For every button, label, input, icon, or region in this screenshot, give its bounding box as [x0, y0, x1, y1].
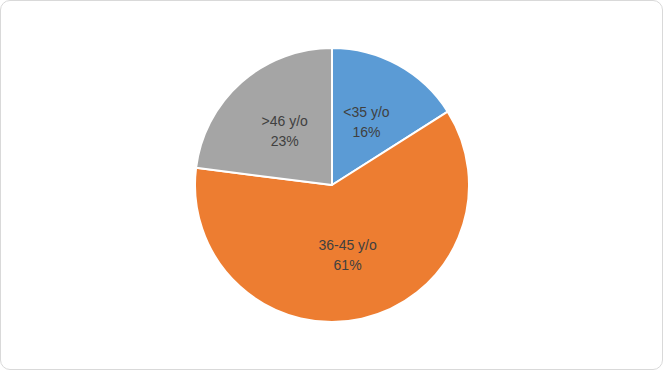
svg-text:<35 y/o: <35 y/o — [343, 104, 390, 120]
svg-text:>46 y/o: >46 y/o — [262, 113, 309, 129]
svg-text:23%: 23% — [271, 133, 299, 149]
svg-text:61%: 61% — [334, 257, 362, 273]
svg-text:36-45 y/o: 36-45 y/o — [318, 237, 377, 253]
svg-text:16%: 16% — [352, 124, 380, 140]
